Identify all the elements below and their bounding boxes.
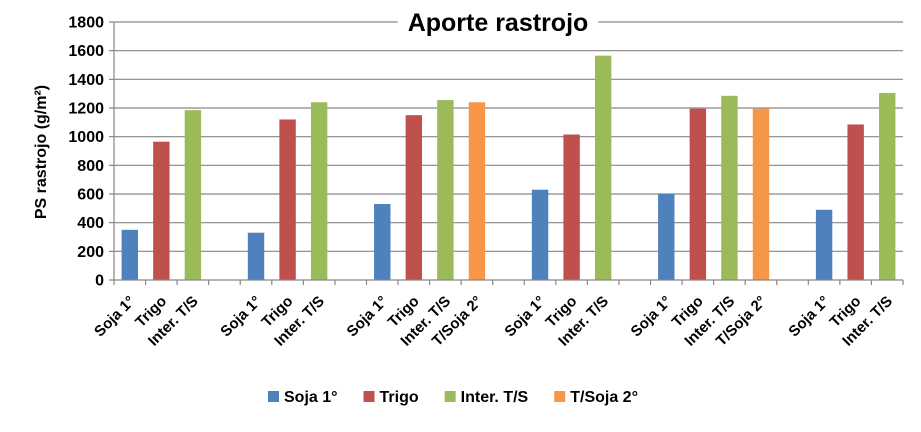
x-tick-label: Soja 1° xyxy=(217,293,265,341)
y-tick-label: 200 xyxy=(77,244,104,261)
legend-swatch xyxy=(554,391,566,402)
bar xyxy=(847,124,864,280)
bar xyxy=(279,119,296,280)
y-tick-label: 1600 xyxy=(68,43,104,60)
bar xyxy=(689,108,707,280)
bar xyxy=(563,134,580,280)
bar xyxy=(437,100,454,280)
legend-swatch xyxy=(363,391,375,402)
y-tick-label: 1400 xyxy=(68,72,104,89)
bar xyxy=(310,102,328,281)
y-tick-label: 0 xyxy=(95,273,104,290)
y-tick-label: 600 xyxy=(77,187,104,204)
legend-item: Inter. T/S xyxy=(444,389,529,406)
bar xyxy=(879,92,896,280)
legend-item: Trigo xyxy=(363,389,419,406)
bar xyxy=(721,95,738,280)
x-tick-label: Soja 1° xyxy=(785,293,833,341)
legend-swatch xyxy=(444,391,456,402)
legend-label: Soja 1° xyxy=(284,389,338,406)
bar xyxy=(658,194,675,280)
bar xyxy=(405,115,423,281)
legend-item: Soja 1° xyxy=(268,389,338,406)
x-tick-label: Soja 1° xyxy=(628,293,676,341)
bar xyxy=(247,232,265,280)
legend-swatch xyxy=(268,391,279,402)
bar xyxy=(815,209,833,280)
x-tick-label: Soja 1° xyxy=(91,293,139,341)
bar xyxy=(531,189,549,280)
legend: Soja 1° Trigo Inter. T/S T/Soja 2° xyxy=(268,389,638,406)
bar xyxy=(153,141,170,280)
bar xyxy=(121,229,138,280)
y-tick-label: 800 xyxy=(77,158,104,175)
bar xyxy=(184,110,202,281)
chart-title-group: Aporte rastrojo xyxy=(397,9,599,37)
gridlines xyxy=(114,21,903,252)
chart-title: Aporte rastrojo xyxy=(408,9,589,37)
bar xyxy=(752,108,770,280)
bar xyxy=(594,55,612,280)
y-tick-label: 1800 xyxy=(68,15,104,32)
bar xyxy=(468,102,486,281)
legend-item: T/Soja 2° xyxy=(554,389,638,406)
y-tick-label: 1200 xyxy=(68,101,104,118)
chart-title-background xyxy=(397,9,599,37)
y-axis-label: PS rastrojo (g/m²) xyxy=(33,85,50,219)
x-tick-label: Soja 1° xyxy=(501,293,549,341)
legend-label: T/Soja 2° xyxy=(570,389,638,406)
bar xyxy=(374,204,391,280)
y-tick-label: 1000 xyxy=(68,129,104,146)
bars xyxy=(121,55,896,281)
x-tick-label: Soja 1° xyxy=(344,293,392,341)
y-tick-label: 400 xyxy=(77,215,104,232)
legend-label: Trigo xyxy=(380,389,419,406)
legend-label: Inter. T/S xyxy=(461,389,529,406)
